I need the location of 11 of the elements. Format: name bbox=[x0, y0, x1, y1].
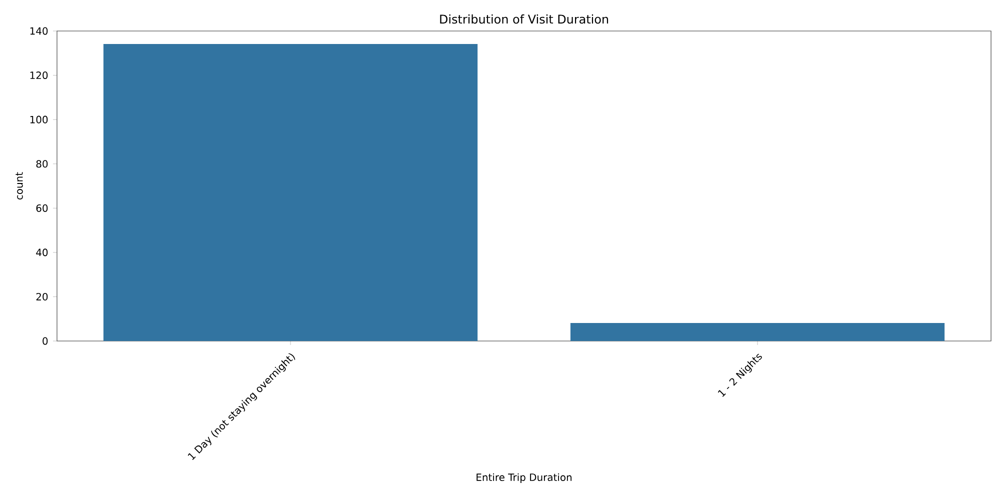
y-tick-label: 80 bbox=[36, 160, 48, 168]
y-tick-label: 120 bbox=[30, 72, 48, 80]
y-tick-label: 100 bbox=[30, 116, 48, 124]
y-axis-title: count bbox=[16, 172, 23, 200]
y-tick-label: 140 bbox=[30, 27, 48, 35]
y-tick-label: 60 bbox=[36, 204, 48, 212]
y-tick-label: 40 bbox=[36, 248, 48, 256]
chart-title: Distribution of Visit Duration bbox=[440, 14, 608, 24]
x-axis-title: Entire Trip Duration bbox=[476, 473, 572, 483]
y-tick-label: 0 bbox=[42, 337, 48, 345]
y-tick-label: 20 bbox=[36, 292, 48, 300]
